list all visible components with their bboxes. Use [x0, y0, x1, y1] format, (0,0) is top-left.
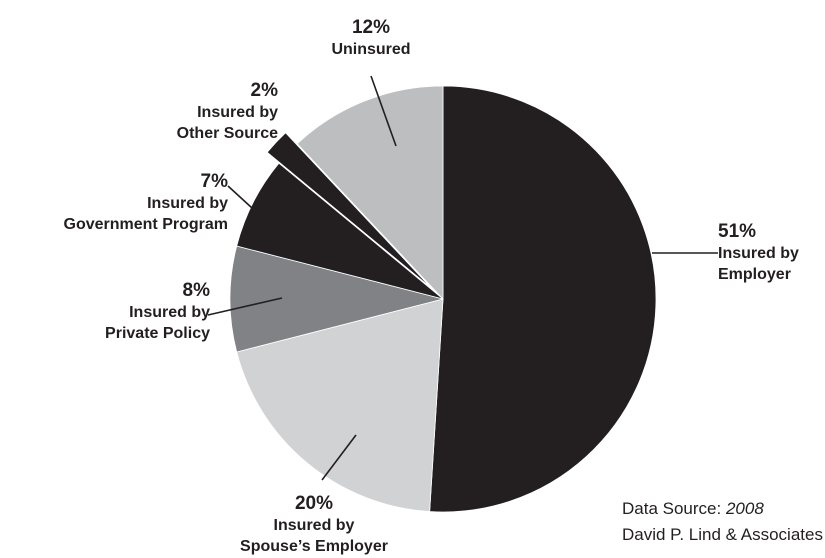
source-line-1: Data Source: 2008: [622, 496, 825, 522]
leader-line: [321, 434, 357, 481]
leader-line: [207, 297, 283, 316]
slice-category-label: Employer: [718, 266, 791, 283]
slice-category-label: Insured by: [129, 304, 210, 321]
pie-slice: [236, 298, 444, 513]
pie-slice: [229, 245, 444, 353]
source-italic: 2008: [725, 499, 764, 518]
slice-category-label: Uninsured: [331, 41, 410, 58]
slice-percent: 51%: [718, 221, 756, 242]
slice-label: 7% Insured by Government Program: [64, 171, 229, 233]
pie-slice: [429, 85, 657, 513]
slice-percent: 12%: [352, 17, 390, 38]
slice-label: 51% Insured by Employer: [718, 221, 799, 283]
leader-line: [227, 185, 253, 209]
slice-category-label: Insured by: [197, 104, 278, 121]
slice-label: 20% Insured by Spouse’s Employer: [240, 493, 388, 555]
slice-category-label: Government Program: [64, 216, 228, 233]
pie-slice: [236, 162, 444, 300]
slice-label: 2% Insured by Other Source: [177, 80, 278, 142]
leader-line: [282, 143, 321, 187]
slice-category-label: Insured by: [718, 245, 799, 262]
slice-percent: 20%: [295, 493, 333, 514]
slice-category-label: Insured by: [147, 195, 228, 212]
pie-slices: [229, 85, 657, 513]
slice-label: 12% Uninsured: [331, 17, 410, 58]
slice-percent: 2%: [251, 80, 279, 101]
slice-category-label: Insured by: [274, 517, 355, 534]
pie-slice: [296, 85, 444, 301]
leader-line: [370, 75, 397, 147]
slice-category-label: Spouse’s Employer: [240, 538, 388, 555]
slice-category-label: Other Source: [177, 125, 278, 142]
source-line-2: David P. Lind & Associates: [622, 525, 823, 544]
leader-lines: [207, 75, 718, 481]
data-source-note: Data Source: 2008 David P. Lind & Associ…: [622, 496, 825, 556]
slice-percent: 7%: [201, 171, 229, 192]
source-prefix: Data Source:: [622, 499, 726, 518]
slice-percent: 8%: [183, 280, 211, 301]
slice-label: 8% Insured by Private Policy: [105, 280, 210, 342]
slice-category-label: Private Policy: [105, 325, 210, 342]
slice-labels: 51% Insured by Employer 20% Insured by Spouse…: [64, 17, 799, 555]
